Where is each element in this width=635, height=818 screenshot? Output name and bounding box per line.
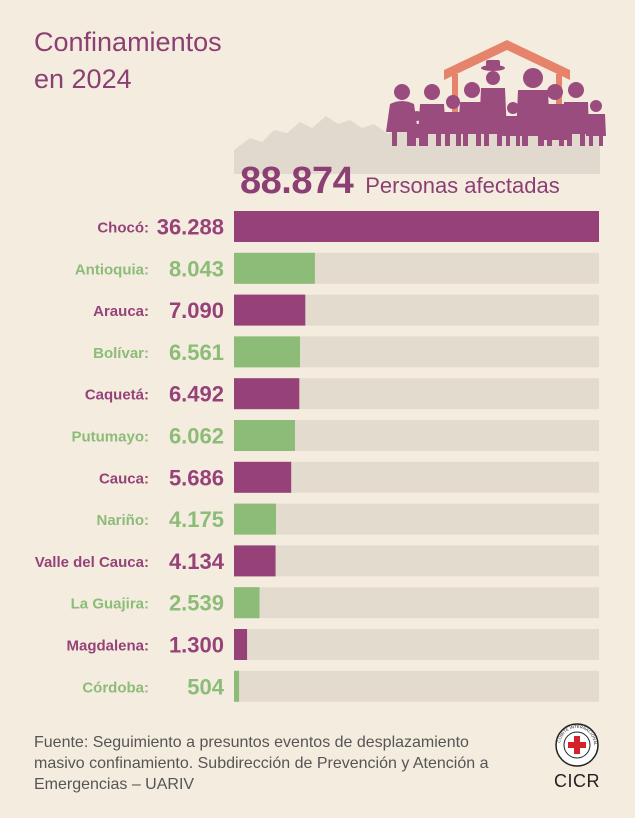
- category-label: La Guajira:: [71, 596, 149, 613]
- bar: [234, 461, 292, 493]
- bar: [234, 294, 306, 326]
- category-label: Bolívar:: [93, 345, 149, 362]
- red-cross-emblem-icon: COMITÉ INTERNACIONAL GENÈVE: [552, 718, 599, 767]
- value-label: 2.539: [169, 591, 224, 616]
- bar-chart: 36.288 Chocó: 8.043 Antioquia: 7.090 Arauca: 6…: [35, 211, 599, 702]
- total-label: Personas afectadas: [365, 173, 560, 198]
- category-label: Arauca:: [93, 303, 149, 320]
- community-illustration: [234, 40, 606, 174]
- category-label: Córdoba:: [82, 679, 149, 696]
- category-label: Caquetá:: [85, 387, 149, 404]
- value-label: 36.288: [157, 215, 224, 240]
- value-label: 6.492: [169, 382, 224, 407]
- bar: [234, 211, 599, 242]
- bar: [234, 670, 240, 702]
- bar: [234, 545, 276, 577]
- people-group-icon: [386, 60, 606, 146]
- bar: [234, 629, 248, 660]
- chart-title: Confinamientos en 2024: [34, 24, 334, 98]
- category-label: Antioquia:: [75, 261, 149, 278]
- bar: [234, 336, 300, 368]
- value-label: 7.090: [169, 298, 224, 323]
- category-label: Putumayo:: [71, 429, 149, 446]
- total-value: 88.874: [240, 160, 354, 202]
- category-label: Magdalena:: [66, 638, 149, 655]
- logo-text: CICR: [554, 771, 600, 791]
- bar: [234, 420, 295, 451]
- bar-track: [234, 587, 599, 619]
- value-label: 6.561: [169, 340, 224, 365]
- category-label: Nariño:: [97, 512, 150, 529]
- value-label: 4.175: [169, 507, 224, 532]
- category-label: Valle del Cauca:: [35, 554, 149, 571]
- mountain-shape: [234, 116, 600, 174]
- category-label: Cauca:: [99, 470, 149, 487]
- bar: [234, 587, 260, 619]
- value-label: 4.134: [169, 549, 225, 574]
- value-label: 1.300: [169, 633, 224, 658]
- value-label: 8.043: [169, 256, 224, 281]
- bar-track: [234, 461, 599, 493]
- bar-track: [234, 545, 599, 577]
- bar-track: [234, 629, 599, 660]
- source-note: Fuente: Seguimiento a presuntos eventos …: [34, 734, 489, 793]
- bar-track: [234, 670, 599, 702]
- bar-track: [234, 503, 599, 535]
- total-affected: 88.874 Personas afectadas: [240, 160, 560, 210]
- category-label: Chocó:: [97, 220, 149, 237]
- title-line-1: Confinamientos: [34, 27, 222, 57]
- bar: [234, 503, 276, 535]
- value-label: 504: [187, 674, 224, 699]
- value-label: 5.686: [169, 465, 224, 490]
- bar: [234, 252, 315, 284]
- title-line-2: en 2024: [34, 64, 132, 94]
- value-label: 6.062: [169, 424, 224, 449]
- icrc-logo: COMITÉ INTERNACIONAL GENÈVE CICR: [545, 718, 609, 792]
- bar: [234, 378, 300, 410]
